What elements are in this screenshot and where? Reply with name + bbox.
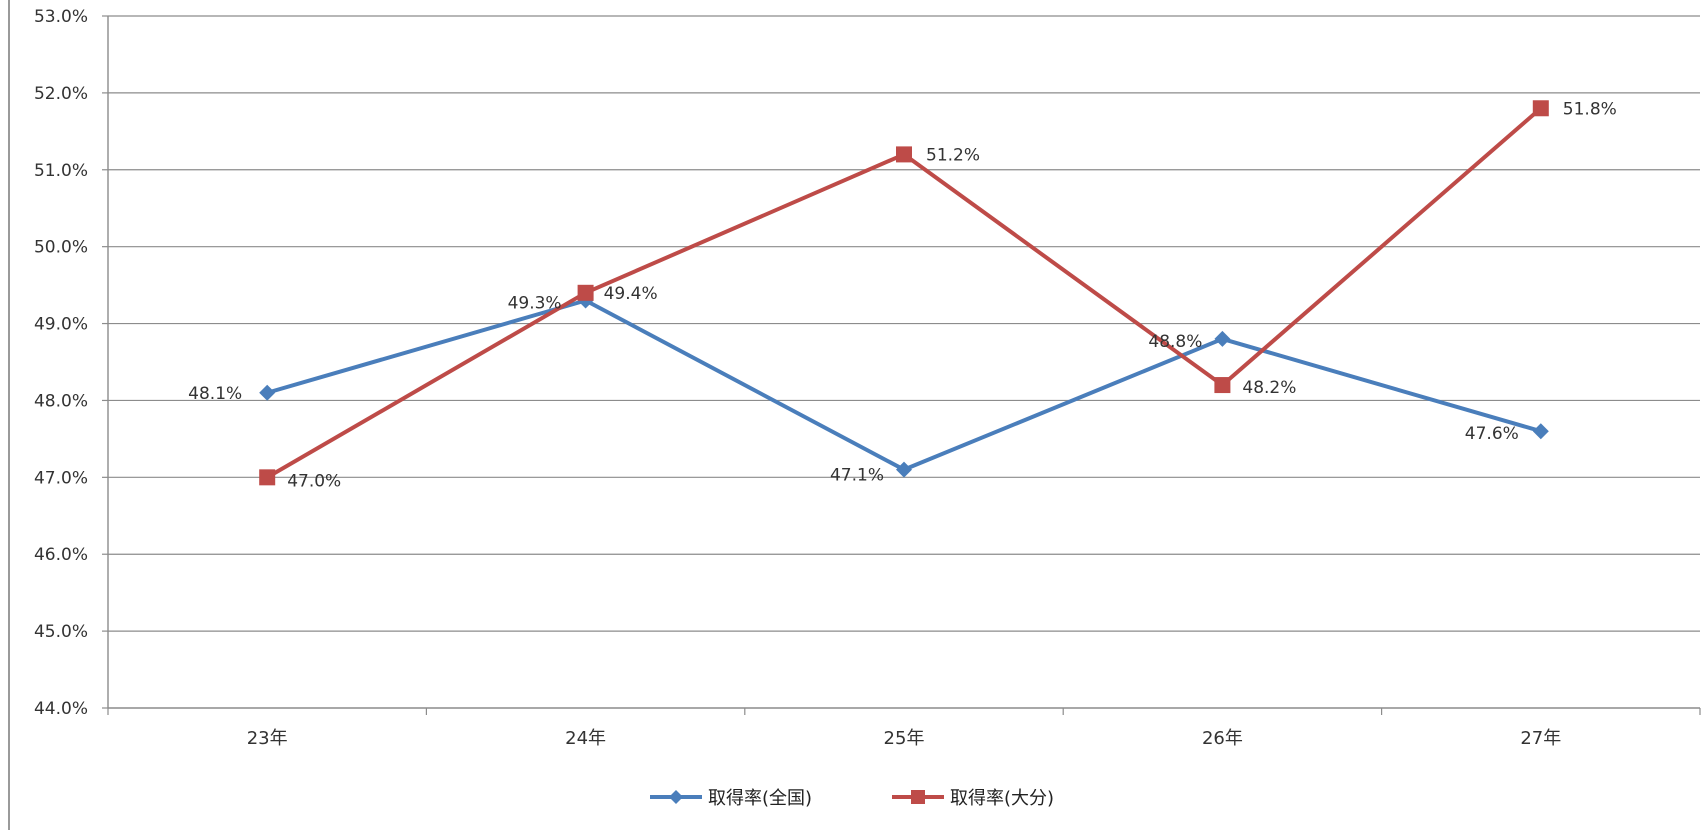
x-tick-label: 27年 [1520,728,1561,749]
data-label: 48.2% [1242,378,1296,398]
data-label: 47.1% [830,466,884,486]
series-line-1 [265,298,1543,472]
legend-marker-diamond [669,790,683,804]
y-tick-label: 48.0% [34,391,88,411]
data-point-square [259,469,276,486]
y-tick-label: 45.0% [34,622,88,642]
gridlines [108,15,1700,632]
data-point-diamond [1532,423,1549,440]
data-label: 48.8% [1148,332,1202,352]
data-point-square [1532,100,1549,117]
x-axis-tick-labels: 23年 24年 25年 26年 27年 [247,728,1562,749]
data-label: 49.4% [604,284,658,304]
data-label: 47.0% [287,471,341,491]
data-point-square [1214,377,1231,394]
axes [102,15,1701,715]
legend-marker-square [911,790,925,804]
data-label: 51.2% [926,145,980,165]
data-point-diamond [259,384,276,401]
data-point-diamond [896,461,912,478]
y-tick-label: 51.0% [34,161,88,181]
x-tick-label: 23年 [247,728,288,749]
series-layer [259,100,1549,486]
y-tick-label: 44.0% [34,699,88,719]
x-tick-label: 26年 [1202,728,1243,749]
data-point-square [577,284,594,301]
x-tick-label: 24年 [565,728,606,749]
y-tick-label: 49.0% [34,315,88,335]
y-tick-label: 46.0% [34,545,88,565]
data-label: 47.6% [1465,424,1519,444]
y-tick-label: 52.0% [34,84,88,104]
data-labels-layer: 48.1% 49.3% 47.1% 48.8% 47.6% 47.0% 49.4% 51.2%… [188,99,1617,491]
legend-label: 取得率(全国) [708,788,812,809]
y-tick-label: 47.0% [34,468,88,488]
data-label: 49.3% [508,293,562,313]
x-tick-label: 25年 [884,728,925,749]
y-tick-label: 50.0% [34,238,88,258]
legend: 取得率(全国) 取得率(大分) [650,788,1054,809]
data-point-diamond [1214,330,1231,347]
legend-label: 取得率(大分) [950,788,1054,809]
data-point-square [896,146,912,163]
data-label: 51.8% [1563,99,1617,119]
data-label: 48.1% [188,384,242,404]
series-line-2 [265,106,1543,480]
y-axis-tick-labels: 44.0% 45.0% 46.0% 47.0% 48.0% 49.0% 50.0% 51.0%… [34,7,88,719]
y-tick-label: 53.0% [34,7,88,27]
